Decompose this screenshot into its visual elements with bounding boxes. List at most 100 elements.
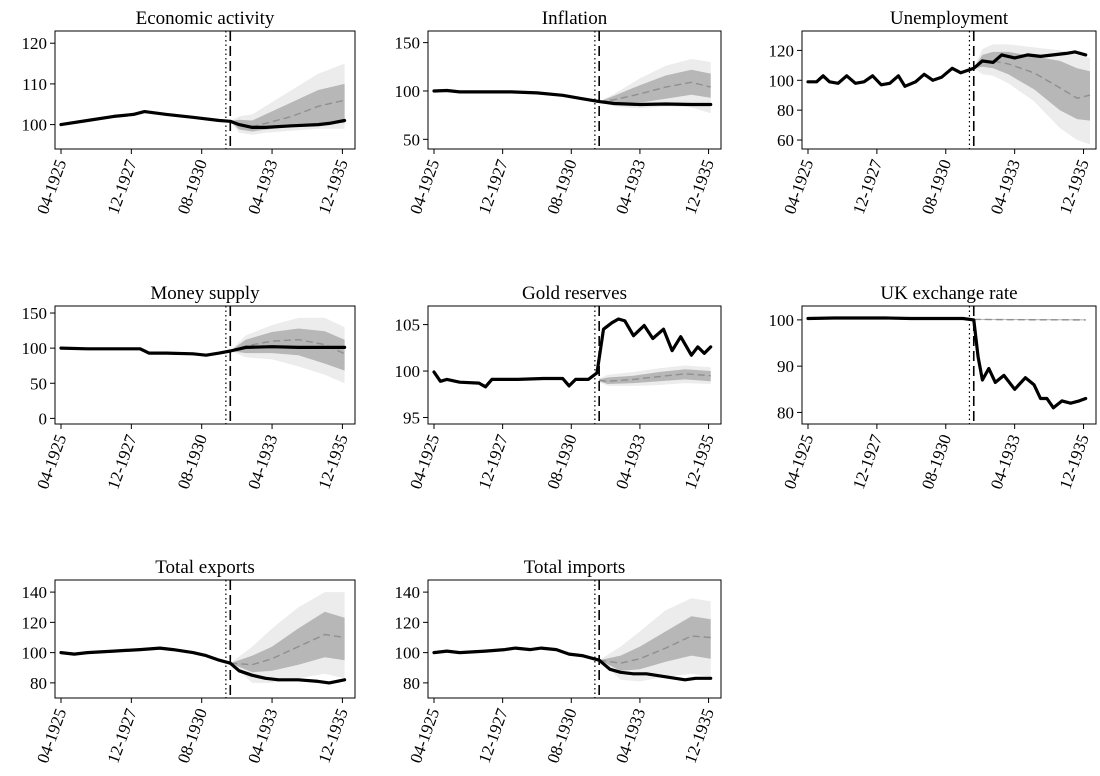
plot-frame [54, 579, 356, 699]
x-tick-label: 08-1930 [543, 432, 580, 492]
plot-area [432, 306, 713, 424]
plot-frame [801, 30, 1097, 150]
y-tick-label: 150 [395, 34, 421, 53]
forecast-median-line [599, 373, 711, 383]
actual-series-line [59, 345, 347, 357]
plot-area [59, 31, 347, 149]
x-tick-label: 04-1925 [406, 432, 443, 492]
forecast-median-line [973, 318, 1086, 321]
x-tick-label: 12-1935 [315, 432, 352, 492]
y-tick-label: 120 [22, 34, 48, 53]
forecast-median-line [599, 81, 711, 103]
x-tick-label: 04-1925 [780, 432, 817, 492]
x-tick-label: 12-1927 [475, 431, 512, 491]
x-tick-label: 12-1935 [681, 706, 718, 766]
x-tick-label: 08-1930 [174, 432, 211, 492]
forecast-inner-band [230, 328, 345, 371]
actual-series-line [59, 109, 347, 130]
x-tick-label: 04-1933 [612, 706, 649, 766]
chart-panel: Economic activity 100 110 120 04-1925 12-1927… [22, 8, 356, 217]
plot-frame [801, 305, 1097, 425]
y-tick-label: 100 [22, 339, 48, 358]
x-tick-label: 08-1930 [174, 157, 211, 217]
x-tick-label: 04-1933 [244, 432, 281, 492]
y-tick-label: 100 [395, 644, 421, 663]
x-tick-label: 04-1933 [244, 706, 281, 766]
plot-area [432, 31, 713, 149]
x-tick-label: 04-1933 [987, 157, 1024, 217]
y-tick-label: 95 [403, 408, 420, 427]
x-tick-label: 04-1925 [33, 432, 70, 492]
x-tick-label: 04-1925 [406, 157, 443, 217]
x-tick-label: 08-1930 [174, 706, 211, 766]
actual-series-line [432, 317, 713, 389]
x-tick-label: 12-1927 [849, 431, 886, 491]
forecast-median-line [230, 99, 345, 128]
chart-panel: Inflation 50 100 150 04-1925 12-1927 08-1930 04… [395, 8, 722, 217]
y-tick-label: 140 [395, 583, 421, 602]
y-tick-label: 60 [777, 131, 794, 150]
y-tick-label: 150 [22, 304, 48, 323]
y-tick-label: 100 [769, 71, 795, 90]
x-tick-label: 12-1935 [1056, 432, 1093, 492]
chart-title: Inflation [542, 8, 608, 29]
y-tick-label: 100 [395, 362, 421, 381]
plot-area [59, 306, 347, 424]
y-tick-label: 100 [395, 82, 421, 101]
x-tick-label: 04-1925 [33, 706, 70, 766]
y-tick-label: 50 [403, 130, 420, 149]
forecast-inner-band [599, 616, 711, 671]
y-tick-label: 0 [39, 409, 48, 428]
chart-title: Gold reserves [522, 283, 627, 304]
x-tick-label: 12-1935 [1056, 157, 1093, 217]
x-tick-label: 08-1930 [543, 157, 580, 217]
x-tick-label: 04-1925 [33, 157, 70, 217]
plot-frame [54, 30, 356, 150]
plot-area [806, 306, 1088, 424]
x-tick-label: 12-1935 [681, 432, 718, 492]
x-tick-label: 12-1927 [103, 156, 140, 216]
x-tick-label: 12-1927 [849, 156, 886, 216]
y-tick-label: 80 [777, 403, 794, 422]
chart-panel: Total exports 80 100 120 140 04-1925 12-1927 08… [22, 557, 356, 766]
forecast-inner-band [230, 611, 345, 673]
x-tick-label: 04-1925 [780, 157, 817, 217]
x-tick-label: 04-1933 [244, 157, 281, 217]
x-tick-label: 04-1925 [406, 706, 443, 766]
y-tick-label: 110 [22, 75, 47, 94]
chart-panel: Total imports 80 100 120 140 04-1925 12-1927 08… [395, 557, 722, 766]
y-tick-label: 140 [22, 583, 48, 602]
y-tick-label: 80 [777, 101, 794, 120]
x-tick-label: 08-1930 [543, 706, 580, 766]
chart-panel: Gold reserves 95 100 105 04-1925 12-1927 08-19… [395, 283, 722, 492]
chart-title: UK exchange rate [880, 283, 1017, 304]
chart-title: Total exports [155, 557, 254, 578]
y-tick-label: 105 [395, 316, 421, 335]
x-tick-label: 04-1933 [612, 157, 649, 217]
x-tick-label: 12-1935 [315, 706, 352, 766]
x-tick-label: 08-1930 [918, 432, 955, 492]
plot-area [59, 580, 347, 698]
chart-title: Unemployment [890, 8, 1009, 29]
y-tick-label: 100 [22, 644, 48, 663]
actual-series-line [59, 646, 347, 685]
forecast-median-line [230, 633, 345, 666]
y-tick-label: 90 [777, 357, 794, 376]
x-tick-label: 12-1935 [315, 157, 352, 217]
x-tick-label: 12-1935 [681, 157, 718, 217]
x-tick-label: 12-1927 [103, 431, 140, 491]
x-tick-label: 12-1927 [475, 156, 512, 216]
plot-area [806, 31, 1091, 149]
forecast-inner-band [230, 83, 345, 132]
y-tick-label: 120 [22, 613, 48, 632]
actual-series-line [806, 316, 1088, 410]
chart-panel: Money supply 0 50 100 150 04-1925 12-1927 08-19… [22, 283, 356, 492]
chart-title: Money supply [150, 283, 260, 304]
x-tick-label: 12-1927 [475, 705, 512, 765]
y-tick-label: 120 [395, 613, 421, 632]
actual-series-line [806, 50, 1088, 88]
plot-area [432, 580, 713, 698]
actual-series-line [432, 646, 713, 682]
forecast-inner-band [973, 51, 1090, 121]
y-tick-label: 120 [769, 41, 795, 60]
